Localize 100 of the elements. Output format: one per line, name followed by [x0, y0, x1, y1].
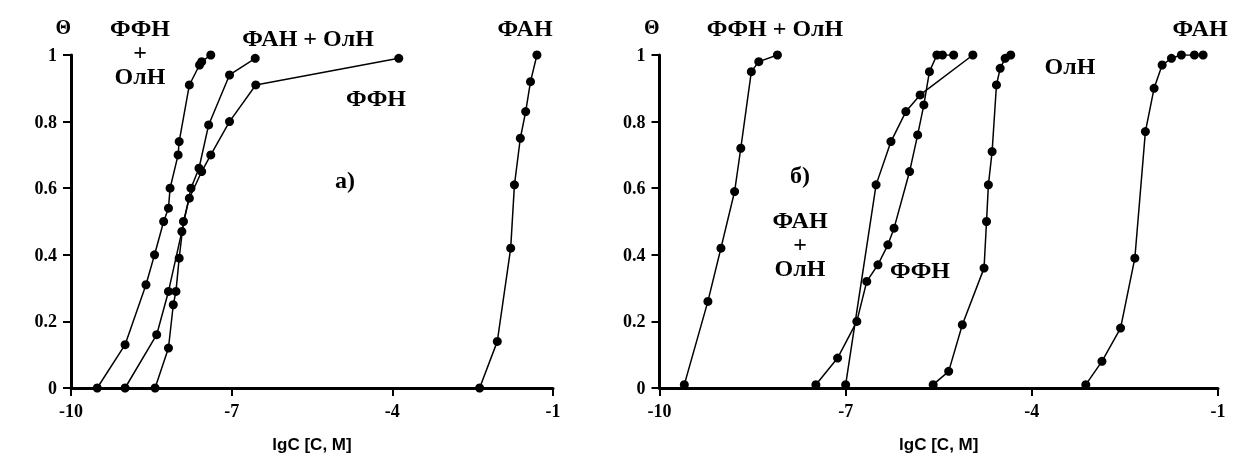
annotation: б) [790, 162, 810, 188]
y-tick-label: 0.8 [34, 111, 57, 132]
series-label: ФФН + ОлН [110, 15, 171, 89]
point [1097, 356, 1107, 366]
point [991, 80, 1001, 90]
x-tick-label: -7 [224, 401, 240, 421]
point [532, 50, 542, 60]
series-label: ФФН + ОлН [706, 15, 844, 41]
point [772, 50, 782, 60]
point [186, 183, 196, 193]
point [919, 100, 929, 110]
point [120, 340, 130, 350]
annotation: а) [335, 167, 355, 193]
y-tick-label: 0.6 [623, 178, 646, 199]
x-tick-label: -1 [1210, 401, 1226, 421]
point [150, 383, 160, 393]
point [120, 383, 130, 393]
y-tick-label: 1 [48, 45, 57, 65]
point [526, 77, 536, 87]
point [184, 193, 194, 203]
point [862, 276, 872, 286]
series-label: ФАН + ОлН [242, 25, 375, 51]
point [509, 180, 519, 190]
series-label: ФАН [497, 15, 553, 41]
x-tick-label: -1 [545, 401, 561, 421]
point [251, 80, 261, 90]
point [730, 187, 740, 197]
point [197, 167, 207, 177]
point [150, 250, 160, 260]
point [1116, 323, 1126, 333]
point [1140, 127, 1150, 137]
y-tick-label: 1 [636, 45, 646, 65]
y-tick-label: 0.2 [34, 311, 57, 332]
point [1157, 60, 1167, 70]
y-tick-label: 0 [636, 378, 646, 398]
series-label: ОлН [1044, 53, 1096, 79]
point [979, 263, 989, 273]
point [883, 240, 893, 250]
point [852, 316, 862, 326]
point [913, 130, 923, 140]
point [1176, 50, 1186, 60]
point [515, 133, 525, 143]
y-tick-label: 0.4 [623, 244, 646, 265]
point [165, 183, 175, 193]
y-tick-label: 0.2 [623, 311, 646, 332]
point [949, 50, 959, 60]
point [968, 50, 978, 60]
point [204, 120, 214, 130]
point [394, 53, 404, 63]
point [915, 90, 925, 100]
point [225, 70, 235, 80]
point [163, 343, 173, 353]
point [944, 366, 954, 376]
point [206, 150, 216, 160]
point [173, 150, 183, 160]
point [1166, 53, 1176, 63]
point [1149, 83, 1159, 93]
point [168, 300, 178, 310]
point [833, 353, 843, 363]
point [171, 286, 181, 296]
point [177, 226, 187, 236]
point [1189, 50, 1199, 60]
point [475, 383, 485, 393]
x-tick-label: -4 [384, 401, 400, 421]
point [924, 67, 934, 77]
y-tick-label: 0 [48, 378, 57, 398]
y-tick-label: 0.4 [34, 244, 57, 265]
series-label: ФФН [890, 257, 951, 283]
y-axis-title: Θ [643, 16, 660, 38]
point [506, 243, 516, 253]
point [92, 383, 102, 393]
point [174, 253, 184, 263]
point [250, 53, 260, 63]
point [736, 143, 746, 153]
point [983, 180, 993, 190]
point [889, 223, 899, 233]
point [873, 260, 883, 270]
point [1130, 253, 1140, 263]
point [901, 107, 911, 117]
point [754, 57, 764, 67]
point [521, 107, 531, 117]
point [141, 280, 151, 290]
point [492, 336, 502, 346]
point [871, 180, 881, 190]
series-label: ФАН [1172, 15, 1228, 41]
point [703, 296, 713, 306]
point [159, 217, 169, 226]
point [163, 286, 173, 296]
x-tick-label: -4 [1024, 401, 1040, 421]
y-tick-label: 0.6 [34, 178, 57, 199]
point [957, 320, 967, 330]
point [184, 80, 194, 90]
x-tick-label: -7 [838, 401, 854, 421]
point [1006, 50, 1016, 60]
point [905, 167, 915, 177]
x-axis-title: lgC [C, M] [899, 435, 979, 454]
series-label: ФАН + ОлН [772, 207, 828, 281]
point [995, 63, 1005, 73]
point [152, 330, 162, 340]
point [987, 147, 997, 157]
